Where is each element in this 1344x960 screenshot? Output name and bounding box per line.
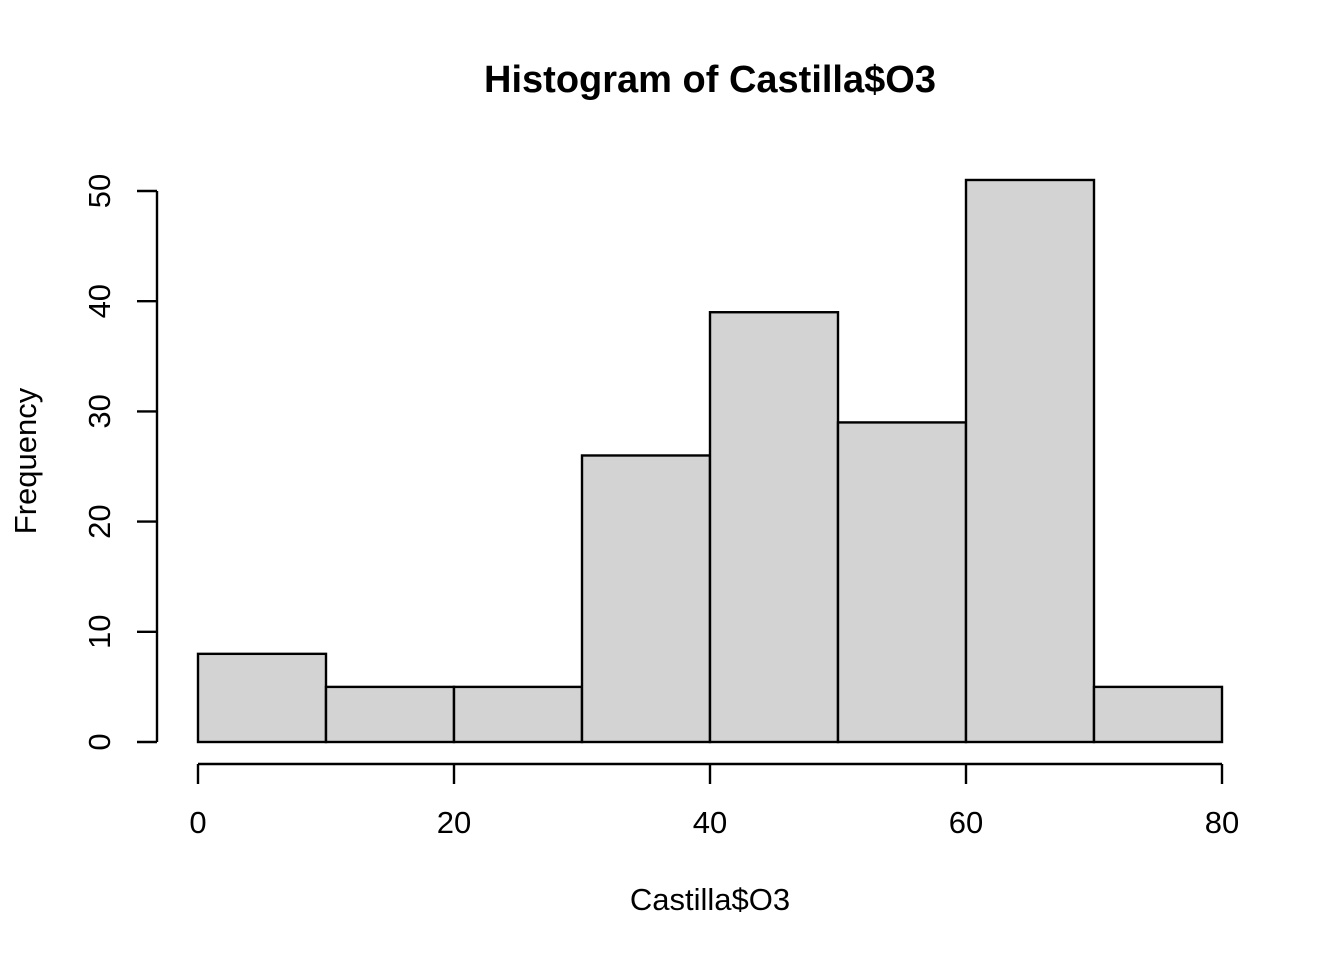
histogram-bar-5 (708, 311, 840, 744)
histogram-bar-8 (1092, 685, 1224, 744)
x-tick-label-20: 20 (437, 805, 471, 840)
y-tick-label-50: 50 (82, 174, 117, 208)
chart-title: Histogram of Castilla$O3 (484, 59, 936, 101)
x-axis-title: Castilla$O3 (630, 882, 790, 917)
y-tick-label-40: 40 (82, 284, 117, 318)
histogram-bar-4 (580, 454, 712, 744)
histogram-bar-2 (324, 685, 456, 744)
histogram-bar-7 (964, 178, 1096, 744)
bars-group (196, 178, 1224, 744)
histogram-bar-1 (196, 652, 328, 744)
y-tick-label-10: 10 (82, 615, 117, 649)
x-tick-label-40: 40 (693, 805, 727, 840)
y-tick-label-20: 20 (82, 504, 117, 538)
x-axis: 0 20 40 60 80 (189, 762, 1239, 840)
x-tick-label-80: 80 (1205, 805, 1239, 840)
x-tick-label-0: 0 (189, 805, 206, 840)
histogram-bar-3 (452, 685, 584, 744)
y-tick-label-30: 30 (82, 394, 117, 428)
y-axis: 0 10 20 30 40 50 (82, 174, 159, 751)
histogram-bar-6 (836, 421, 968, 744)
x-tick-label-60: 60 (949, 805, 983, 840)
y-axis-title: Frequency (8, 387, 43, 534)
y-tick-label-0: 0 (82, 733, 117, 750)
